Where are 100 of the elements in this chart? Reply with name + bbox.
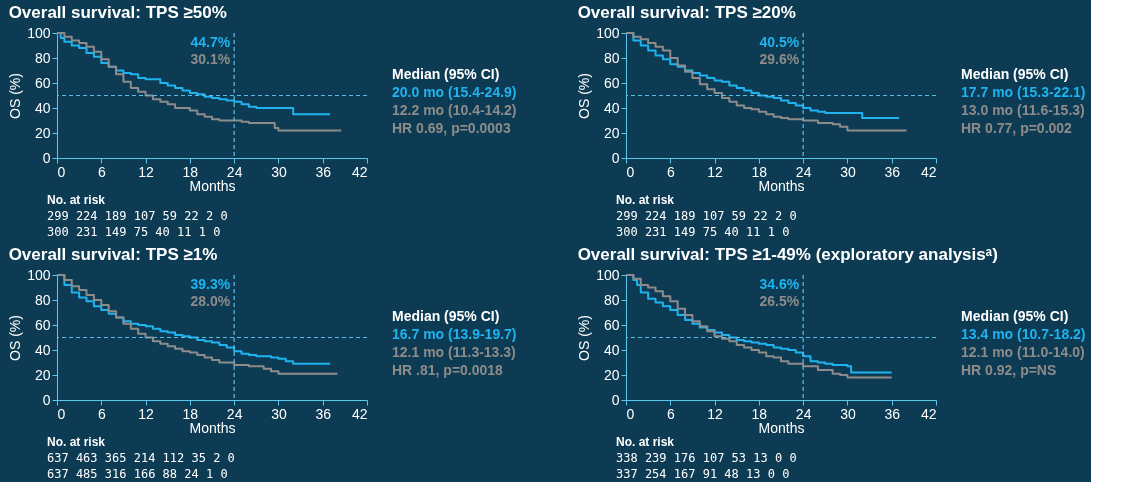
x-tick-label: 30 — [271, 163, 287, 180]
text: HR 0.69, p=0.0003 — [392, 120, 511, 136]
x-tick-label: 0 — [57, 163, 66, 180]
annotation: 34.6% — [759, 276, 800, 292]
x-tick-label: 42 — [351, 163, 368, 180]
x-tick-label: 6 — [97, 405, 106, 422]
x-tick-label: 24 — [795, 163, 812, 180]
text: 13.4 mo (10.7-18.2) — [961, 326, 1086, 342]
x-tick-label: 24 — [226, 405, 243, 422]
annotation: 30.1% — [190, 51, 231, 67]
text: Median (95% CI) — [392, 66, 500, 82]
y-tick-label: 40 — [34, 341, 51, 358]
x-tick-label: 0 — [626, 405, 635, 422]
text: Median (95% CI) — [961, 308, 1069, 324]
y-tick-label: 20 — [603, 366, 620, 383]
y-tick-label: 0 — [42, 391, 51, 408]
text: No. at risk — [47, 435, 106, 449]
text: 300 231 149 75 40 11 1 0 — [47, 225, 221, 239]
annotation: 39.3% — [190, 276, 231, 292]
y-tick-label: 20 — [34, 124, 51, 141]
y-tick-label: 0 — [611, 391, 620, 408]
x-tick-label: 12 — [707, 163, 724, 180]
x-tick-label: 30 — [840, 163, 856, 180]
y-tick-label: 0 — [42, 149, 51, 166]
x-tick-label: 36 — [315, 405, 332, 422]
x-tick-label: 0 — [626, 163, 635, 180]
x-tick-label: 30 — [840, 405, 856, 422]
x-axis-title: Months — [189, 419, 236, 436]
text: 338 239 176 107 53 13 0 0 — [616, 451, 797, 465]
x-tick-label: 0 — [57, 405, 66, 422]
text: HR 0.92, p=NS — [961, 362, 1057, 378]
text: 20.0 mo (15.4-24.9) — [392, 84, 517, 100]
text: 17.7 mo (15.3-22.1) — [961, 84, 1086, 100]
y-tick-label: 0 — [611, 149, 620, 166]
text: No. at risk — [616, 193, 675, 207]
x-axis-title: Months — [758, 419, 805, 436]
chart-title: Overall survival: TPS ≥20% — [577, 3, 796, 22]
x-tick-label: 42 — [351, 405, 368, 422]
text: 300 231 149 75 40 11 1 0 — [616, 225, 790, 239]
x-tick-label: 24 — [226, 163, 243, 180]
annotation: 26.5% — [759, 293, 800, 309]
y-axis-title: OS (%) — [576, 73, 593, 119]
annotation: 40.5% — [759, 34, 800, 50]
y-tick-label: 60 — [603, 74, 620, 91]
x-tick-label: 12 — [138, 405, 155, 422]
y-tick-label: 80 — [603, 291, 620, 308]
y-tick-label: 60 — [34, 316, 51, 333]
text: 12.1 mo (11.0-14.0) — [961, 344, 1085, 360]
text: No. at risk — [616, 435, 675, 449]
text: 637 485 316 166 88 24 1 0 — [47, 467, 228, 481]
text: 16.7 mo (13.9-19.7) — [392, 326, 517, 342]
text: No. at risk — [47, 193, 106, 207]
text: 12.2 mo (10.4-14.2) — [392, 102, 517, 118]
text: HR 0.77, p=0.002 — [961, 120, 1073, 136]
y-tick-label: 100 — [27, 24, 51, 41]
text: 13.0 mo (11.6-15.3) — [961, 102, 1085, 118]
x-tick-label: 18 — [182, 405, 199, 422]
x-tick-label: 36 — [884, 163, 901, 180]
x-tick-label: 42 — [920, 405, 937, 422]
y-tick-label: 100 — [596, 24, 620, 41]
x-axis-title: Months — [758, 177, 805, 194]
annotation: 28.0% — [190, 293, 231, 309]
y-tick-label: 100 — [27, 266, 51, 283]
y-tick-label: 40 — [603, 99, 620, 116]
y-tick-label: 60 — [34, 74, 51, 91]
y-tick-label: 80 — [34, 291, 51, 308]
annotation: 44.7% — [190, 34, 231, 50]
y-axis-title: OS (%) — [7, 73, 24, 119]
y-tick-label: 20 — [34, 366, 51, 383]
text: 299 224 189 107 59 22 2 0 — [47, 209, 228, 223]
annotation: 29.6% — [759, 51, 800, 67]
y-tick-label: 80 — [603, 49, 620, 66]
x-tick-label: 12 — [707, 405, 724, 422]
x-tick-label: 24 — [795, 405, 812, 422]
x-tick-label: 6 — [666, 405, 675, 422]
x-tick-label: 18 — [751, 405, 768, 422]
chart-title: Overall survival: TPS ≥50% — [8, 3, 227, 22]
y-tick-label: 100 — [596, 266, 620, 283]
y-tick-label: 40 — [34, 99, 51, 116]
text: 337 254 167 91 48 13 0 0 — [616, 467, 790, 481]
x-tick-label: 6 — [97, 163, 106, 180]
x-tick-label: 30 — [271, 405, 287, 422]
x-tick-label: 18 — [751, 163, 768, 180]
text: HR .81, p=0.0018 — [392, 362, 504, 378]
text: 299 224 189 107 59 22 2 0 — [616, 209, 797, 223]
x-tick-label: 36 — [315, 163, 332, 180]
text: Median (95% CI) — [961, 66, 1069, 82]
y-axis-title: OS (%) — [576, 315, 593, 361]
y-tick-label: 20 — [603, 124, 620, 141]
x-tick-label: 42 — [920, 163, 937, 180]
x-axis-title: Months — [189, 177, 236, 194]
y-tick-label: 80 — [34, 49, 51, 66]
chart-title: Overall survival: TPS ≥1% — [8, 245, 218, 264]
chart-title: Overall survival: TPS ≥1-49% (exploratory analysisᵃ) — [577, 245, 998, 264]
text: Median (95% CI) — [392, 308, 500, 324]
y-tick-label: 60 — [603, 316, 620, 333]
x-tick-label: 6 — [666, 163, 675, 180]
y-axis-title: OS (%) — [7, 315, 24, 361]
y-tick-label: 40 — [603, 341, 620, 358]
x-tick-label: 36 — [884, 405, 901, 422]
